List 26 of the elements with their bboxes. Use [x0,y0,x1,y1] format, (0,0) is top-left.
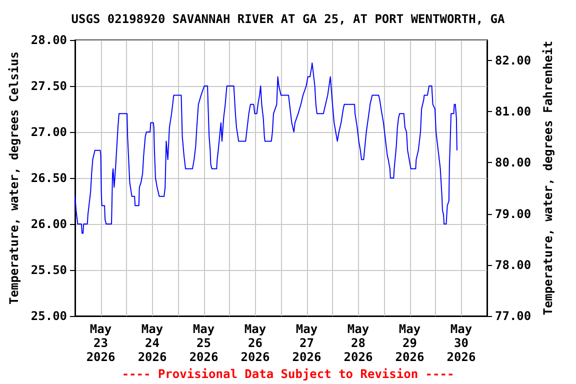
y2-tick-label: 82.00 [495,53,532,68]
y2-axis-title: Temperature, water, degrees Fahrenheit [541,40,556,316]
y-tick-label: 25.50 [30,263,68,277]
x-tick-label: May 29 2026 [395,322,424,364]
y-tick-label: 27.50 [30,79,68,93]
y2-tick-label: 78.00 [495,258,532,272]
y2-tick-label: 77.00 [495,309,532,323]
y2-tick-label: 80.00 [495,156,532,170]
x-tick-label: May 27 2026 [292,322,322,364]
chart-title: USGS 02198920 SAVANNAH RIVER AT GA 25, AT PORT WENTWORTH, GA [71,12,506,26]
y2-tick-label: 81.00 [495,104,532,119]
y-tick-label: 26.00 [30,217,68,231]
x-tick-label: May 24 2026 [138,322,167,364]
x-tick-label: May 30 2026 [446,322,476,364]
y-tick-label: 26.50 [30,171,68,185]
line-series [74,62,458,234]
x-tick-label: May 28 2026 [344,322,373,364]
y-tick-label: 25.00 [30,309,68,323]
text: ---- Provisional Data Subject to Revision ---- [122,367,454,381]
y-tick-label: 27.00 [30,125,68,139]
y-tick-label: 28.00 [30,33,68,47]
x-tick-label: May 23 2026 [86,322,116,364]
x-tick-label: May 26 2026 [240,322,270,364]
x-tick-label: May 25 2026 [189,322,218,364]
y2-tick-label: 79.00 [495,206,532,221]
y-axis-title: Temperature, water, degrees Celsius [7,52,21,304]
